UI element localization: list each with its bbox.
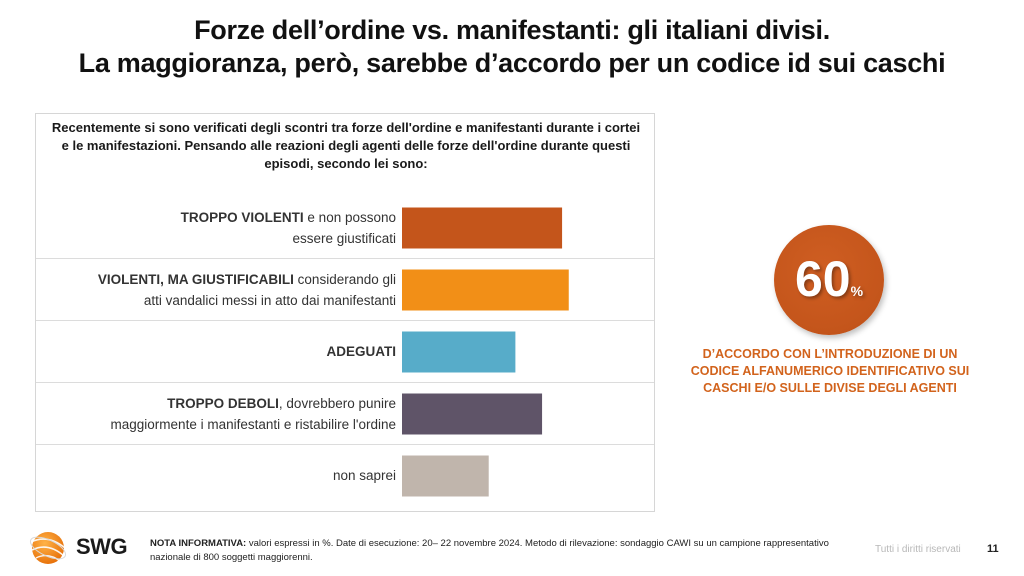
category-label: VIOLENTI, MA GIUSTIFICABILI considerando… (97, 272, 396, 308)
highlight-circle: 60% (774, 225, 884, 335)
highlight-number: 60 (794, 251, 851, 307)
bar (402, 393, 543, 435)
highlight-value: 60% (774, 251, 884, 319)
page-number: 11 (987, 543, 999, 555)
category-label: TROPPO VIOLENTI e non possono essere gius… (180, 210, 396, 246)
chart-panel: Recentemente si sono verificati degli sc… (35, 113, 655, 512)
bar (402, 207, 563, 249)
footnote-label: NOTA INFORMATIVA: (150, 538, 247, 549)
row-divider (36, 444, 654, 445)
row-divider (36, 382, 654, 383)
bar (402, 269, 569, 311)
bar (402, 455, 489, 497)
category-label: ADEGUATI (326, 344, 397, 359)
highlight-unit: % (850, 283, 864, 299)
bar-chart (402, 207, 569, 497)
bar (402, 331, 516, 373)
row-divider (36, 258, 654, 259)
row-divider (36, 320, 654, 321)
footnote-text: valori espressi in %. Date di esecuzione… (150, 538, 829, 563)
category-label: non saprei (332, 468, 396, 483)
category-label: TROPPO DEBOLI, dovrebbero punire maggiorm… (110, 396, 396, 432)
rights-text: Tutti i diritti riservati (875, 544, 961, 555)
swg-logo-icon (29, 532, 67, 564)
title-line-2: La maggioranza, però, sarebbe d’accordo … (78, 48, 946, 78)
footnote: NOTA INFORMATIVA: valori espressi in %. … (150, 537, 830, 565)
chart-question: Recentemente si sono verificati degli sc… (51, 120, 641, 171)
page-title: Forze dell’ordine vs. manifestanti: gli … (0, 14, 1024, 80)
title-line-1: Forze dell’ordine vs. manifestanti: gli … (194, 15, 830, 45)
logo-text: SWG (76, 534, 128, 559)
highlight-caption: D’ACCORDO CON L’INTRODUZIONE DI UN CODIC… (690, 347, 970, 395)
